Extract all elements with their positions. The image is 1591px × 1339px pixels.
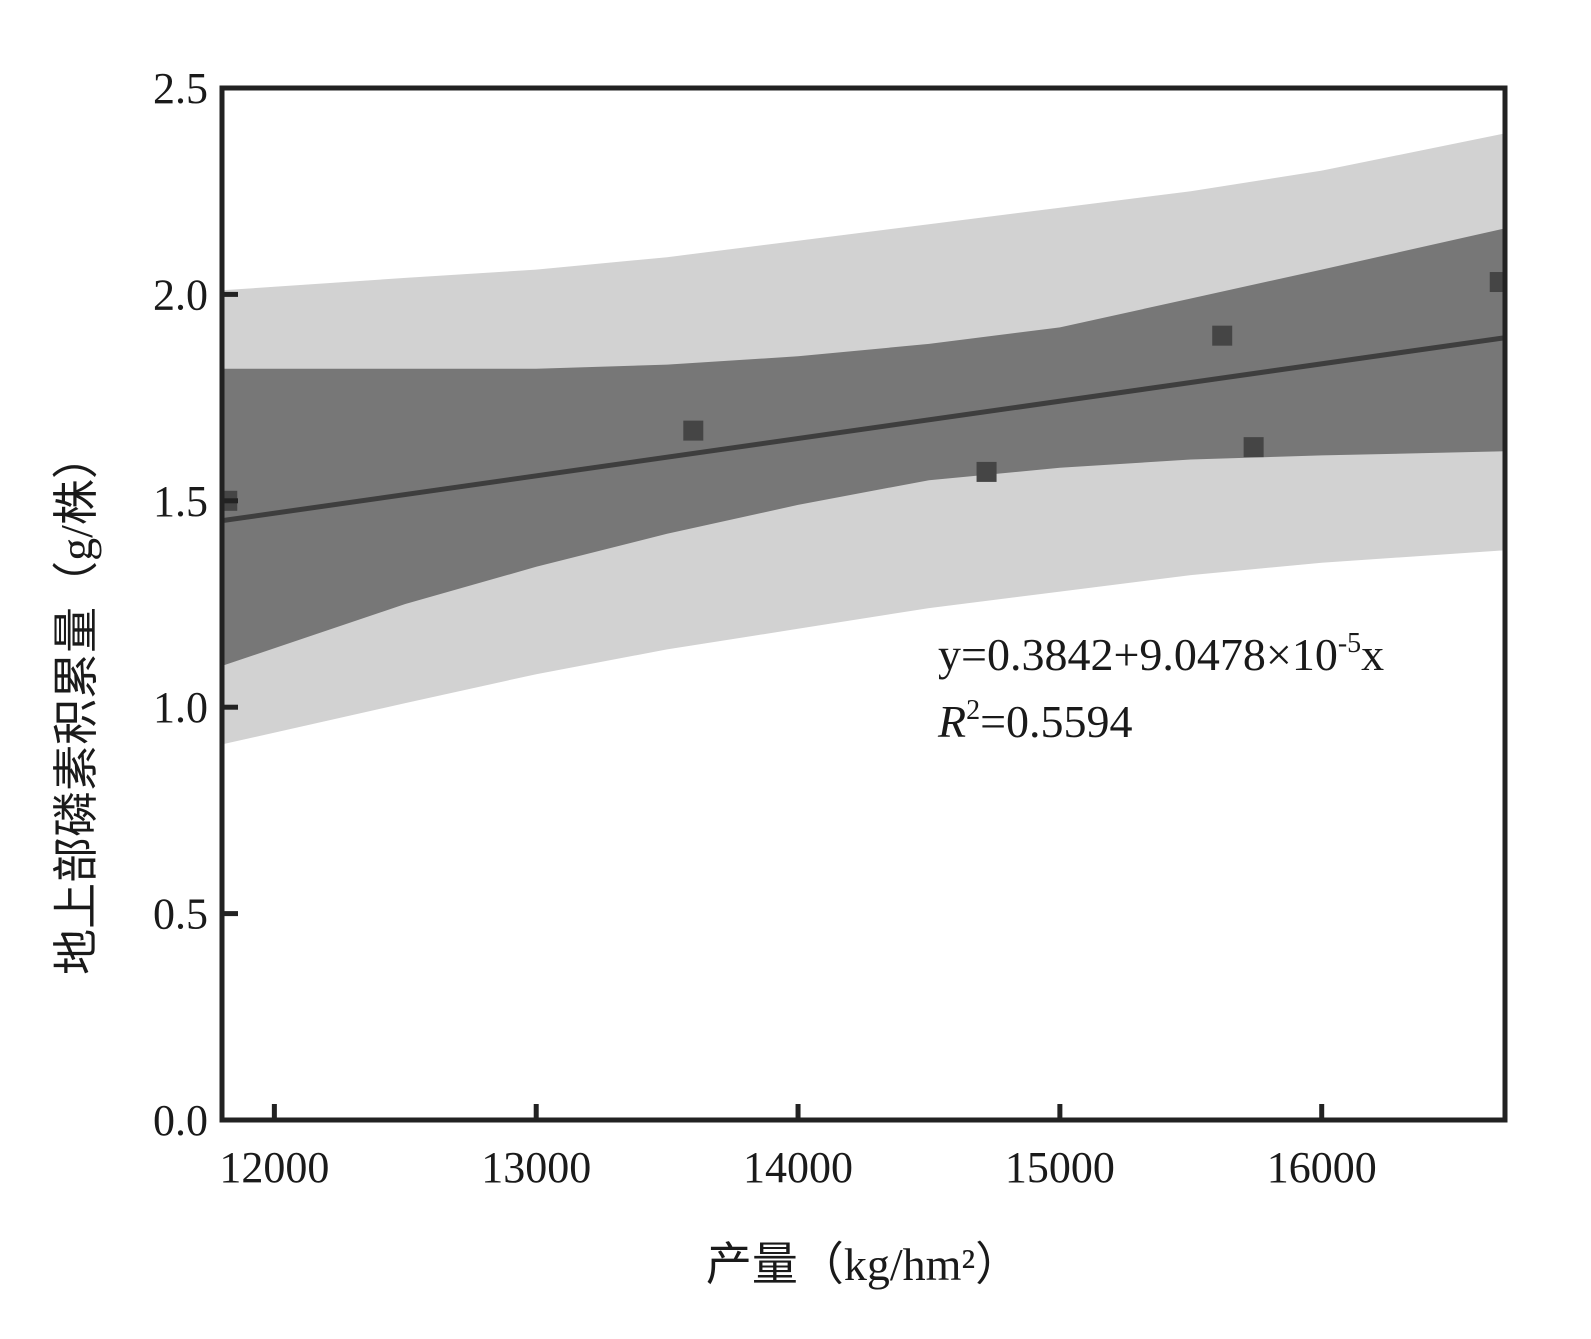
y-axis-ticks: 0.0 0.5 1.0 1.5 2.0 2.5 (153, 64, 238, 1145)
x-axis-ticks: 12000 13000 14000 15000 16000 (219, 1104, 1377, 1192)
y-tick-label: 0.0 (153, 1096, 208, 1145)
r-squared: R2=0.5594 (937, 695, 1133, 747)
y-axis-label: 地上部磷素积累量（g/株） (51, 433, 102, 975)
y-tick-label: 0.5 (153, 890, 208, 939)
data-point-3 (976, 461, 997, 482)
x-tick-label: 14000 (743, 1143, 853, 1192)
equation-suffix: x (1361, 629, 1384, 680)
regression-equation: y=0.3842+9.0478×10-5x (938, 628, 1384, 680)
equation-prefix: y=0.3842+9.0478×10 (938, 629, 1338, 680)
confidence-band (222, 228, 1505, 666)
data-point-5 (1243, 437, 1264, 458)
x-axis-label: 产量（kg/hm²） (706, 1239, 1021, 1290)
x-tick-label: 16000 (1267, 1143, 1377, 1192)
y-tick-label: 1.5 (153, 477, 208, 526)
fit-line (222, 335, 1505, 524)
data-points (222, 272, 1505, 511)
x-tick-label: 12000 (219, 1143, 329, 1192)
y-tick-label: 1.0 (153, 683, 208, 732)
plot-frame (219, 85, 1508, 1123)
x-tick-label: 13000 (481, 1143, 591, 1192)
y-tick-label: 2.5 (153, 64, 208, 113)
r2-symbol: R (937, 696, 966, 747)
plot-area (222, 133, 1505, 745)
x-tick-label: 15000 (1005, 1143, 1115, 1192)
data-point-6 (1489, 272, 1505, 293)
r2-value: =0.5594 (980, 696, 1132, 747)
equation-exponent: -5 (1338, 628, 1361, 659)
y-tick-label: 2.0 (153, 270, 208, 319)
data-point-2 (683, 420, 704, 441)
r2-exponent: 2 (966, 695, 980, 726)
data-point-4 (1212, 325, 1233, 346)
